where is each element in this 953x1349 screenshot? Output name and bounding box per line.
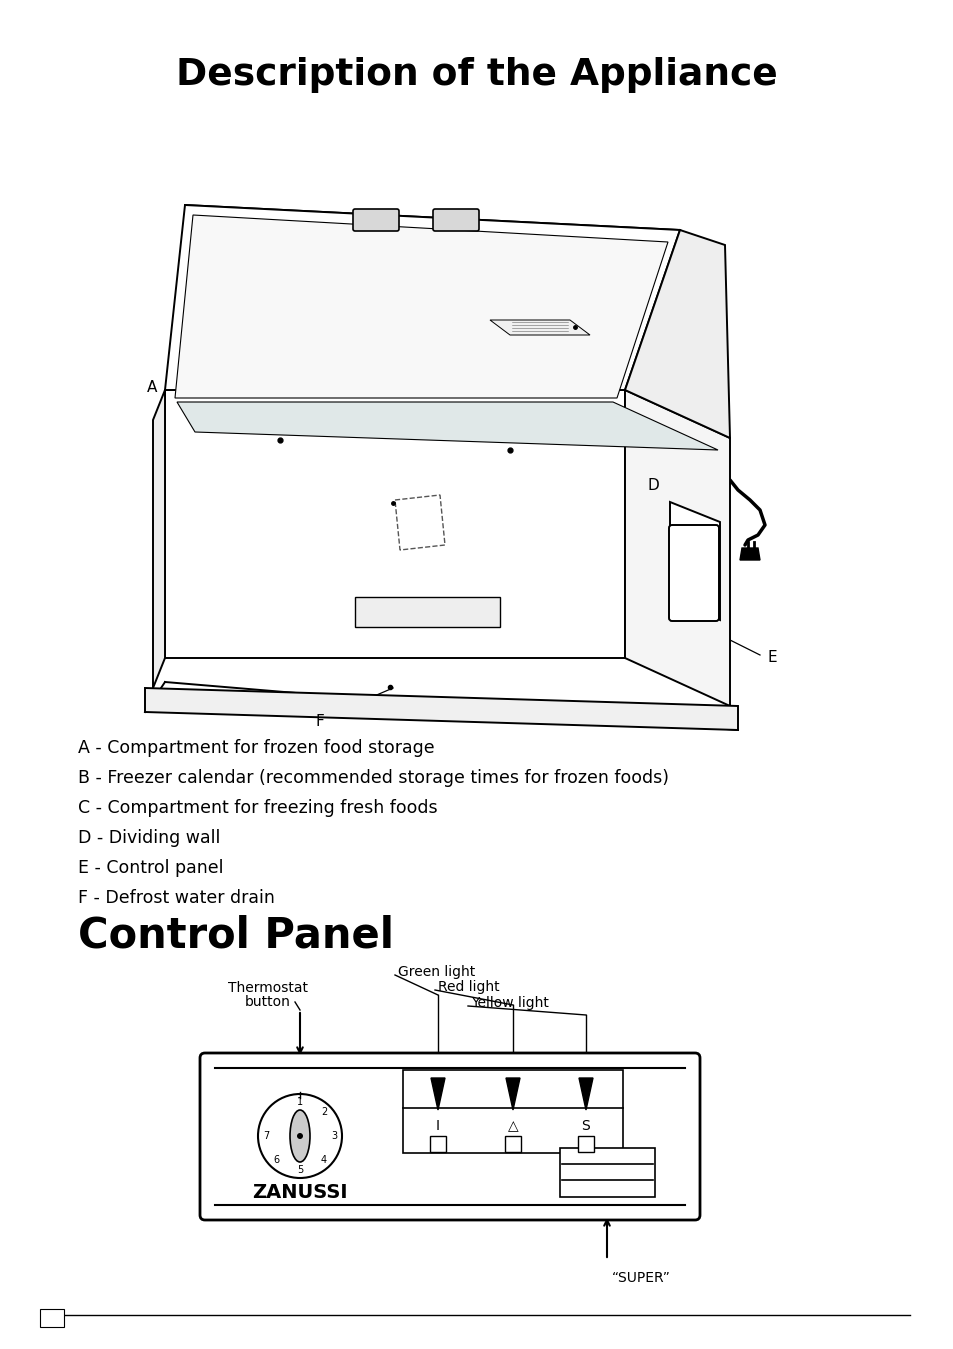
Text: Green light: Green light: [397, 965, 475, 979]
Text: Red light: Red light: [437, 979, 499, 994]
Text: Thermostat: Thermostat: [228, 981, 308, 996]
Text: S: S: [581, 1120, 590, 1133]
Text: Description of the Appliance: Description of the Appliance: [176, 57, 777, 93]
Polygon shape: [624, 390, 729, 706]
Text: B - Freezer calendar (recommended storage times for frozen foods): B - Freezer calendar (recommended storag…: [78, 769, 668, 786]
Bar: [504, 1136, 520, 1152]
Text: 2: 2: [320, 1108, 327, 1117]
Polygon shape: [177, 402, 718, 451]
Text: 4: 4: [48, 1310, 56, 1323]
FancyBboxPatch shape: [433, 209, 478, 231]
Text: 4: 4: [320, 1155, 327, 1166]
FancyBboxPatch shape: [40, 1309, 64, 1327]
Text: F: F: [315, 715, 324, 730]
Text: 5: 5: [296, 1166, 303, 1175]
Polygon shape: [402, 1070, 622, 1153]
Polygon shape: [490, 320, 589, 335]
Ellipse shape: [290, 1110, 310, 1161]
Text: 6: 6: [273, 1155, 278, 1166]
Text: 7: 7: [263, 1130, 269, 1141]
Bar: [430, 1136, 446, 1152]
Text: E: E: [767, 650, 777, 665]
Text: A: A: [147, 380, 157, 395]
Text: C - Compartment for freezing fresh foods: C - Compartment for freezing fresh foods: [78, 799, 437, 817]
Text: E - Control panel: E - Control panel: [78, 859, 223, 877]
Polygon shape: [431, 1078, 444, 1110]
Polygon shape: [145, 688, 738, 730]
Text: I: I: [436, 1120, 439, 1133]
Polygon shape: [624, 229, 729, 438]
Text: B: B: [647, 278, 658, 293]
Text: C: C: [667, 383, 678, 398]
Polygon shape: [578, 1078, 593, 1110]
Circle shape: [296, 1133, 303, 1139]
Polygon shape: [165, 390, 624, 658]
FancyBboxPatch shape: [353, 209, 398, 231]
Text: Yellow light: Yellow light: [471, 996, 548, 1010]
Text: Control Panel: Control Panel: [78, 915, 394, 956]
Polygon shape: [740, 548, 760, 560]
Polygon shape: [174, 214, 667, 398]
Polygon shape: [669, 502, 720, 621]
Text: F - Defrost water drain: F - Defrost water drain: [78, 889, 274, 907]
Text: 3: 3: [331, 1130, 336, 1141]
Polygon shape: [559, 1148, 655, 1197]
Text: D - Dividing wall: D - Dividing wall: [78, 830, 220, 847]
Text: 1: 1: [296, 1097, 303, 1108]
Text: A - Compartment for frozen food storage: A - Compartment for frozen food storage: [78, 739, 435, 757]
Circle shape: [257, 1094, 341, 1178]
Text: ZANUSSI: ZANUSSI: [252, 1183, 348, 1202]
Bar: [578, 1136, 594, 1152]
Polygon shape: [165, 205, 679, 390]
Text: △: △: [507, 1120, 517, 1133]
Text: D: D: [647, 479, 659, 494]
Polygon shape: [505, 1078, 519, 1110]
FancyBboxPatch shape: [668, 525, 719, 621]
Polygon shape: [152, 390, 165, 688]
Text: “SUPER”: “SUPER”: [612, 1271, 670, 1286]
Polygon shape: [355, 598, 499, 627]
Text: button: button: [245, 996, 291, 1009]
FancyBboxPatch shape: [200, 1054, 700, 1219]
